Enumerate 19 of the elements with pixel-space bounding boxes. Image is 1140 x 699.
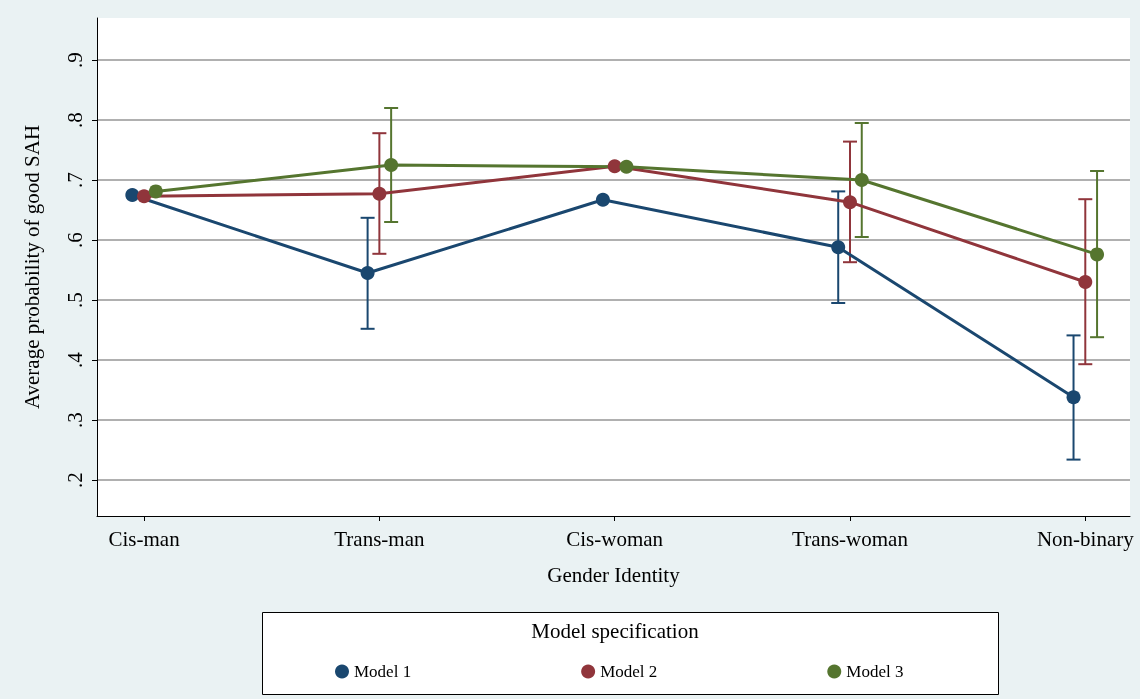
x-axis-title: Gender Identity bbox=[547, 562, 681, 587]
y-tick-label: .6 bbox=[62, 232, 87, 248]
legend-label: Model 1 bbox=[354, 662, 412, 681]
y-tick-label: .5 bbox=[62, 292, 87, 308]
y-tick-label: .9 bbox=[62, 52, 87, 68]
x-tick-label: Non-binary bbox=[1036, 526, 1135, 551]
y-tick-label: .8 bbox=[62, 112, 87, 128]
x-tick-label: Cis-woman bbox=[566, 526, 664, 551]
x-tick-label: Cis-man bbox=[108, 526, 181, 551]
y-tick-label: .2 bbox=[62, 472, 87, 488]
legend-label: Model 3 bbox=[846, 662, 904, 681]
legend-title: Model specification bbox=[531, 618, 700, 643]
y-axis-title: Average probability of good SAH bbox=[19, 124, 44, 410]
y-tick-label: .4 bbox=[62, 351, 87, 368]
x-tick-label: Trans-woman bbox=[792, 526, 909, 551]
y-tick-label: .7 bbox=[62, 172, 87, 188]
x-tick-label: Trans-man bbox=[334, 526, 425, 551]
y-tick-label: .3 bbox=[62, 412, 87, 428]
legend-label: Model 2 bbox=[600, 662, 658, 681]
